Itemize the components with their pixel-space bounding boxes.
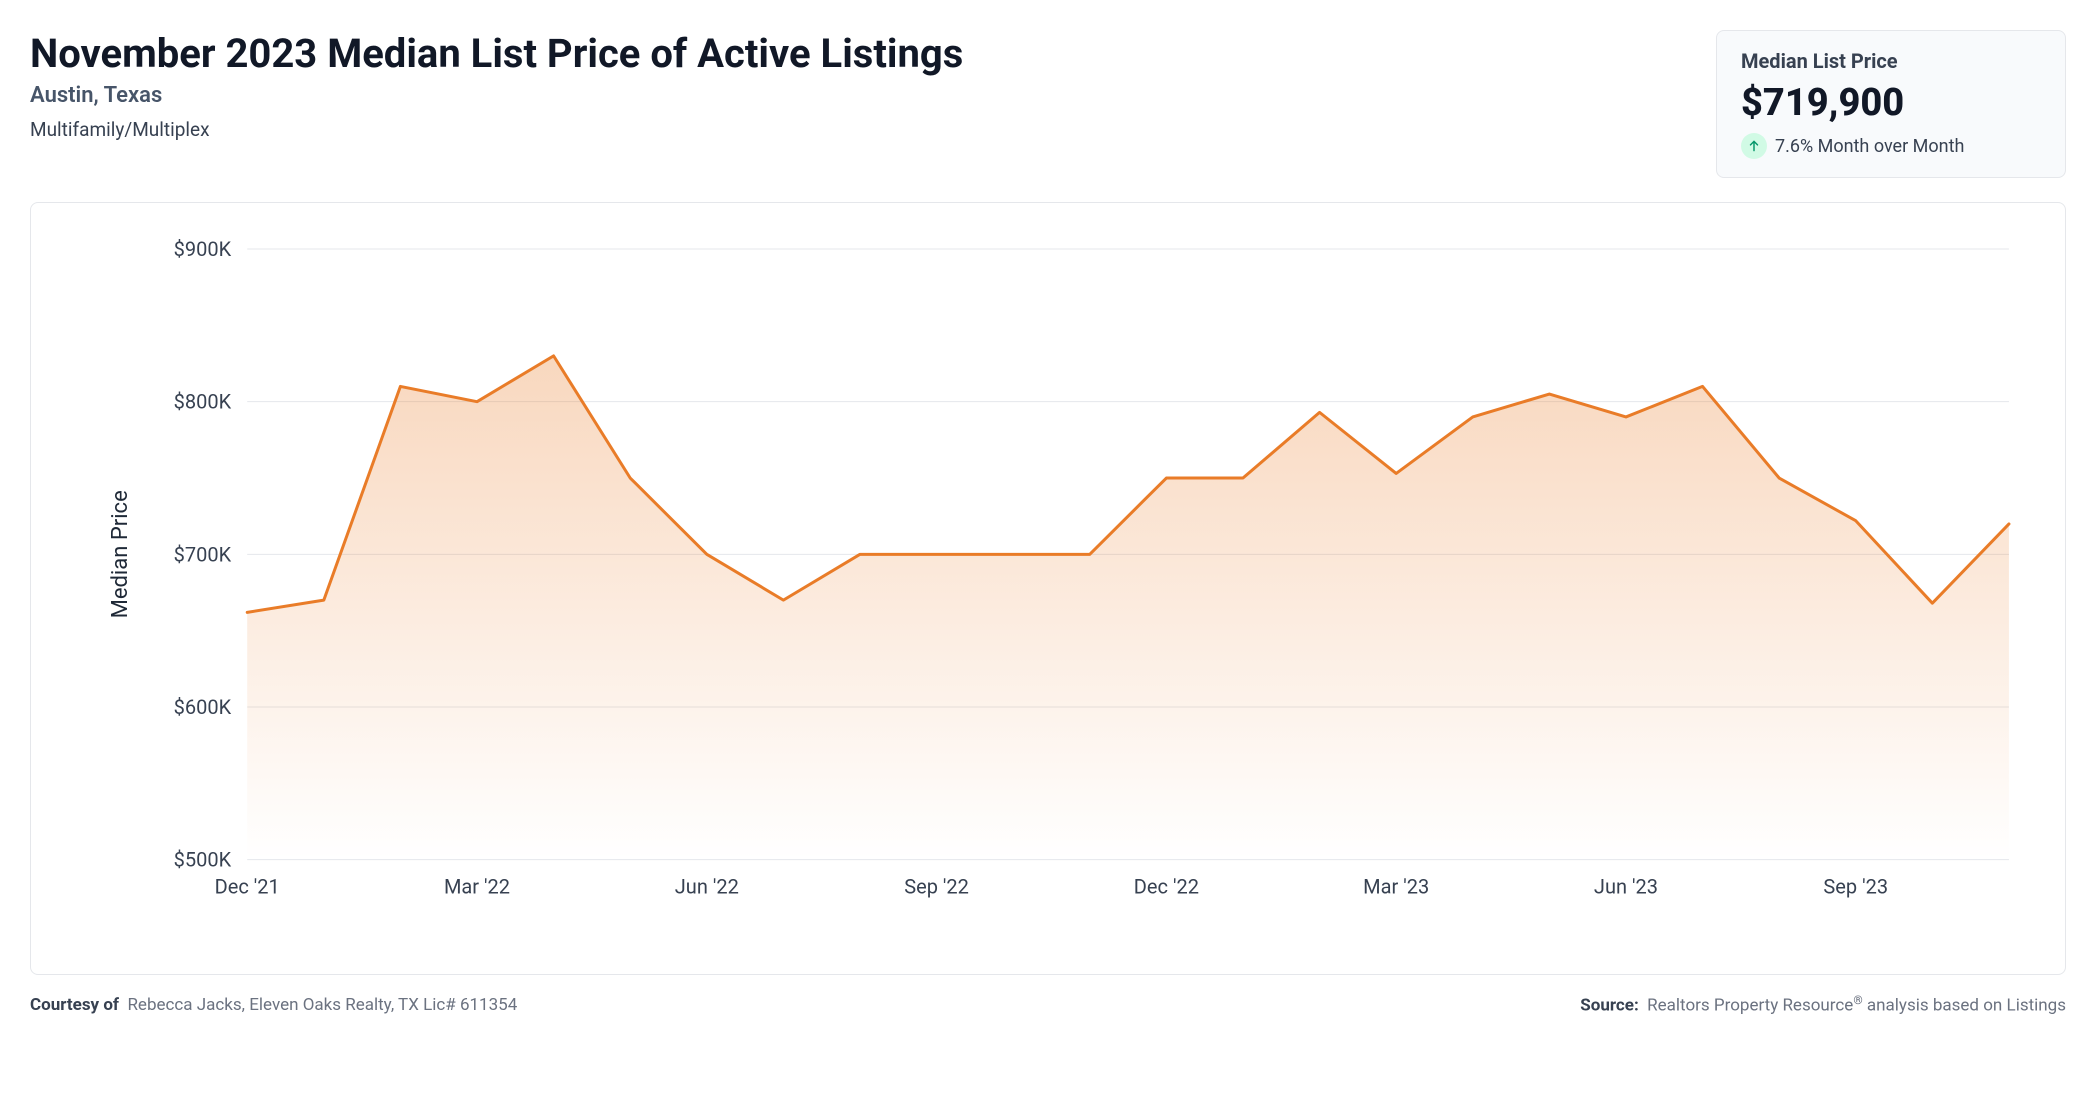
- stat-change-text: 7.6% Month over Month: [1775, 136, 1964, 157]
- svg-text:Median Price: Median Price: [108, 490, 133, 618]
- svg-text:Mar '22: Mar '22: [444, 875, 510, 899]
- svg-text:Sep '23: Sep '23: [1823, 875, 1888, 899]
- svg-text:Mar '23: Mar '23: [1363, 875, 1429, 899]
- chart-container: $500K $600K $700K $800K $900K Median Price Dec…: [30, 202, 2066, 975]
- svg-text:Jun '22: Jun '22: [675, 875, 739, 899]
- source-text: Source: Realtors Property Resource® anal…: [1580, 993, 2066, 1016]
- title-block: November 2023 Median List Price of Activ…: [30, 30, 1692, 141]
- arrow-up-icon: [1741, 133, 1767, 159]
- stat-label: Median List Price: [1741, 49, 2041, 73]
- svg-text:Dec '21: Dec '21: [215, 875, 280, 899]
- courtesy-text: Courtesy of Rebecca Jacks, Eleven Oaks R…: [30, 995, 517, 1015]
- stat-card-median-list-price: Median List Price $719,900 7.6% Month ov…: [1716, 30, 2066, 178]
- chart-footer: Courtesy of Rebecca Jacks, Eleven Oaks R…: [30, 993, 2066, 1016]
- stat-change: 7.6% Month over Month: [1741, 133, 2041, 159]
- svg-text:$800K: $800K: [174, 390, 232, 414]
- svg-text:Dec '22: Dec '22: [1134, 875, 1199, 899]
- stat-value: $719,900: [1741, 81, 2041, 125]
- svg-text:Sep '22: Sep '22: [904, 875, 969, 899]
- svg-text:$600K: $600K: [174, 695, 232, 719]
- svg-text:$900K: $900K: [174, 237, 232, 261]
- area-chart: $500K $600K $700K $800K $900K Median Price Dec…: [47, 219, 2049, 950]
- svg-text:$700K: $700K: [174, 542, 232, 566]
- svg-text:$500K: $500K: [174, 848, 232, 872]
- chart-title: November 2023 Median List Price of Activ…: [30, 30, 1692, 77]
- chart-location: Austin, Texas: [30, 83, 1692, 108]
- chart-subtitle: Multifamily/Multiplex: [30, 118, 1692, 141]
- svg-text:Jun '23: Jun '23: [1594, 875, 1658, 899]
